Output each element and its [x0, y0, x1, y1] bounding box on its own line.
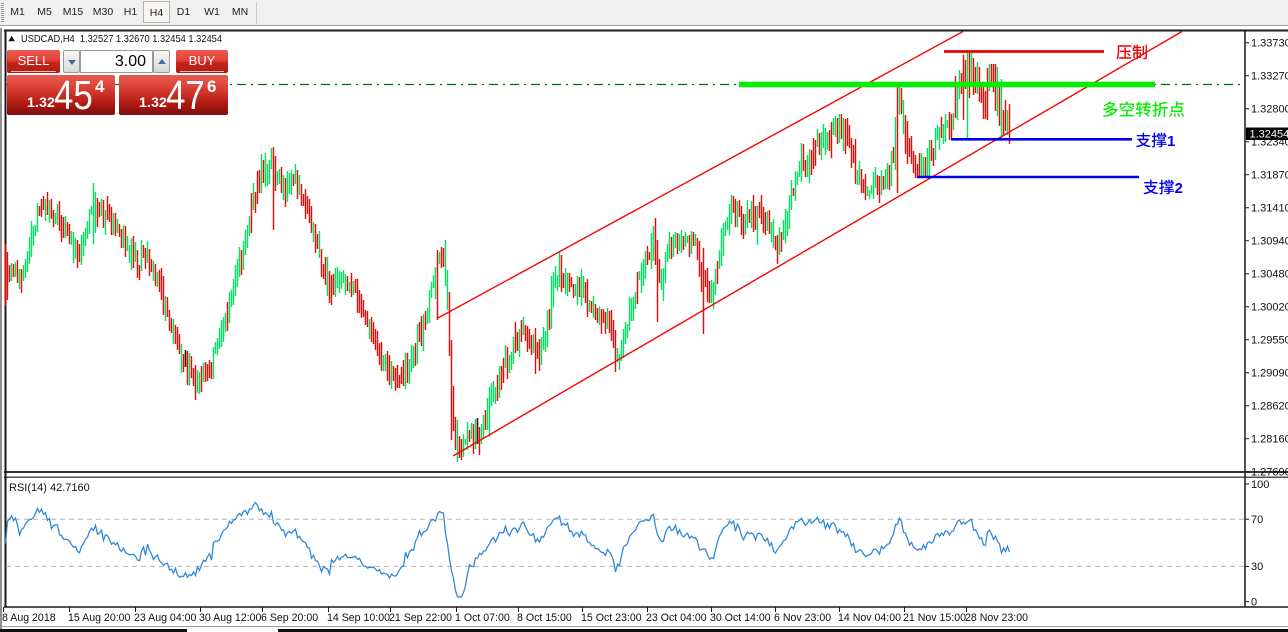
svg-text:23 Oct 04:00: 23 Oct 04:00: [646, 612, 707, 624]
svg-text:1.27690: 1.27690: [1251, 467, 1288, 479]
svg-text:1.28160: 1.28160: [1251, 434, 1288, 446]
svg-text:8 Aug 2018: 8 Aug 2018: [2, 612, 56, 624]
svg-text:14 Nov 04:00: 14 Nov 04:00: [838, 612, 901, 624]
svg-text:30 Aug 12:00: 30 Aug 12:00: [199, 612, 262, 624]
svg-text:1.30020: 1.30020: [1251, 302, 1288, 314]
svg-text:6 Nov 23:00: 6 Nov 23:00: [774, 612, 831, 624]
svg-text:1.33730: 1.33730: [1251, 38, 1288, 50]
svg-text:28 Nov 23:00: 28 Nov 23:00: [965, 612, 1028, 624]
svg-text:USDCAD,H4 1.32527 1.32670 1.3: USDCAD,H4 1.32527 1.32670 1.32454 1.3245…: [21, 34, 222, 45]
svg-text:1 Oct 07:00: 1 Oct 07:00: [455, 612, 510, 624]
svg-text:0: 0: [1251, 596, 1257, 608]
svg-text:1.29090: 1.29090: [1251, 368, 1288, 380]
svg-text:100: 100: [1251, 479, 1269, 491]
svg-text:30 Oct 14:00: 30 Oct 14:00: [710, 612, 771, 624]
svg-text:RSI(14) 42.7160: RSI(14) 42.7160: [9, 482, 90, 494]
svg-text:1: 1: [1167, 134, 1175, 150]
svg-text:1.30940: 1.30940: [1251, 236, 1288, 248]
svg-text:1.32454: 1.32454: [1250, 129, 1288, 141]
svg-text:1.28620: 1.28620: [1251, 401, 1288, 413]
svg-text:70: 70: [1251, 514, 1263, 526]
svg-text:15 Oct 23:00: 15 Oct 23:00: [581, 612, 642, 624]
svg-text:2: 2: [1175, 181, 1183, 197]
svg-text:23 Aug 04:00: 23 Aug 04:00: [134, 612, 197, 624]
svg-text:1.31870: 1.31870: [1251, 170, 1288, 182]
svg-text:15 Aug 20:00: 15 Aug 20:00: [68, 612, 131, 624]
svg-text:1.29550: 1.29550: [1251, 335, 1288, 347]
svg-text:1.32800: 1.32800: [1251, 104, 1288, 116]
svg-text:21 Nov 15:00: 21 Nov 15:00: [903, 612, 966, 624]
svg-text:14 Sep 10:00: 14 Sep 10:00: [327, 612, 390, 624]
svg-text:1.30480: 1.30480: [1251, 269, 1288, 281]
svg-text:30: 30: [1251, 561, 1263, 573]
svg-text:6 Sep 20:00: 6 Sep 20:00: [261, 612, 318, 624]
svg-text:1.31410: 1.31410: [1251, 203, 1288, 215]
svg-text:21 Sep 22:00: 21 Sep 22:00: [389, 612, 452, 624]
svg-text:1.33270: 1.33270: [1251, 71, 1288, 83]
svg-text:8 Oct 15:00: 8 Oct 15:00: [517, 612, 572, 624]
